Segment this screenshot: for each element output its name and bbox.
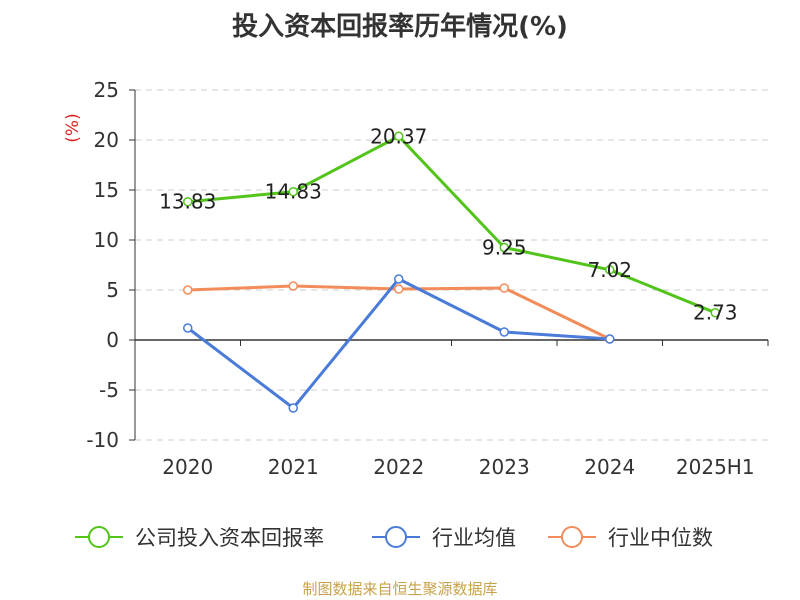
data-point [288,403,298,413]
legend-marker [561,526,583,548]
data-point [288,281,298,291]
data-point [605,334,615,344]
data-point [394,274,404,284]
x-tick-label: 2020 [162,455,213,479]
legend-marker [88,526,110,548]
data-point [605,265,615,275]
legend-label: 公司投入资本回报率 [135,526,324,550]
data-point [499,283,509,293]
data-point [710,307,720,318]
data-point [499,327,509,337]
data-point [288,186,298,197]
x-tick-label: 2023 [479,455,530,479]
data-labels: 13.83 14.83 20.37 9.25 7.02 2.73 [159,124,737,324]
series-lines [186,134,716,410]
data-point [183,285,193,295]
data-label: 2.73 [693,301,738,325]
series-line-2 [187,284,611,341]
series-points [183,131,720,413]
data-point [394,284,404,294]
y-tick-label: 20 [94,128,119,152]
axes: 25 20 15 10 5 0 -5 -10 2020 2021 2022 2023 2024 2025H… [86,78,769,479]
data-point [499,242,509,253]
x-tick-label: 2024 [584,455,635,479]
series-line-0 [187,134,716,315]
x-tick-label: 2021 [268,455,319,479]
legend-marker [385,526,407,548]
x-tick-label: 2025H1 [676,455,755,479]
source-note: 制图数据来自恒生聚源数据库 [302,580,498,598]
y-tick-label: -10 [86,428,119,452]
y-tick-label: -5 [99,378,119,402]
data-label: 14.83 [265,180,322,204]
y-axis-label: (%) [63,113,83,142]
legend-label: 行业中位数 [608,526,713,550]
y-tick-label: 15 [94,178,119,202]
data-label: 13.83 [159,190,216,214]
data-label: 9.25 [482,236,527,260]
data-label: 20.37 [370,124,427,148]
series-line-1 [186,277,610,410]
data-point [394,131,404,142]
data-point [183,323,193,333]
legend: 公司投入资本回报率 行业均值 行业中位数 [75,526,713,550]
chart-title: 投入资本回报率历年情况(%) [232,12,568,42]
y-tick-label: 5 [106,278,119,302]
y-tick-label: 10 [94,228,119,252]
legend-label: 行业均值 [432,526,516,550]
gridlines [135,89,768,441]
y-tick-label: 0 [106,328,119,352]
data-point [183,196,193,207]
data-label: 7.02 [587,258,632,282]
x-tick-label: 2022 [373,455,424,479]
y-tick-label: 25 [94,78,119,102]
